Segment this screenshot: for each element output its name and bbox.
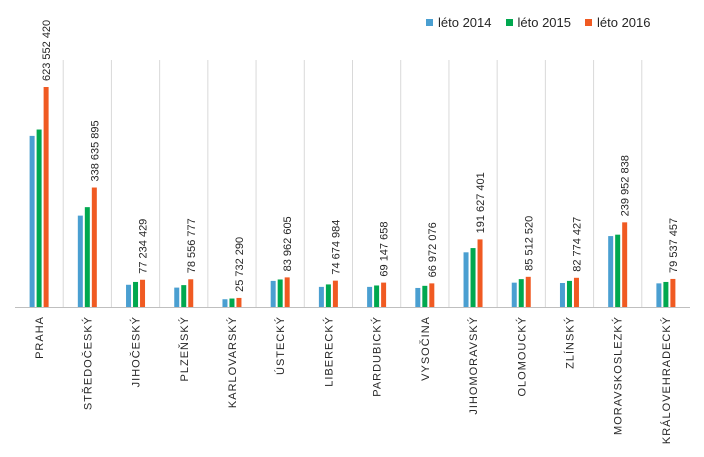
legend-item-2014: léto 2014 bbox=[426, 15, 492, 30]
bar-léto-2014-11 bbox=[559, 283, 565, 307]
bar-léto-2014-5 bbox=[270, 280, 276, 307]
bar-léto-2016-3 bbox=[188, 279, 194, 307]
legend-swatch-2015 bbox=[505, 19, 513, 26]
category-label: PARDUBICKÝ bbox=[371, 316, 384, 397]
category-dividers bbox=[62, 60, 643, 307]
data-label: 338 635 895 bbox=[89, 120, 101, 181]
bar-léto-2015-13 bbox=[663, 281, 669, 307]
legend-label-2016: léto 2016 bbox=[597, 15, 651, 30]
bar-léto-2014-6 bbox=[318, 286, 324, 307]
category-label: PRAHA bbox=[34, 316, 46, 359]
category-label: MORAVSKOSLEZKÝ bbox=[612, 316, 625, 435]
bar-léto-2014-2 bbox=[126, 284, 132, 307]
bar-léto-2016-5 bbox=[284, 277, 290, 307]
category-labels-group: PRAHA STŘEDOČESKÝ JIHOČESKÝ PLZEŇSKÝ KARLOVA… bbox=[34, 316, 673, 444]
bar-léto-2015-2 bbox=[133, 281, 139, 307]
bar-léto-2014-1 bbox=[77, 215, 83, 307]
data-label: 83 962 605 bbox=[282, 216, 294, 271]
category-label: VYSOČINA bbox=[419, 316, 432, 381]
bar-léto-2016-0 bbox=[43, 87, 49, 307]
bar-léto-2016-10 bbox=[525, 276, 531, 307]
bar-léto-2015-1 bbox=[84, 207, 90, 307]
data-label: 82 774 427 bbox=[571, 217, 583, 272]
data-label: 66 972 076 bbox=[427, 222, 439, 277]
category-label: PLZEŇSKÝ bbox=[178, 316, 191, 381]
bar-léto-2015-12 bbox=[615, 234, 621, 307]
category-label: OLOMOUCKÝ bbox=[515, 316, 528, 397]
legend-swatch-2014 bbox=[426, 19, 433, 26]
data-label: 239 952 838 bbox=[620, 155, 632, 216]
category-label: ÚSTECKÝ bbox=[274, 316, 287, 375]
bar-léto-2015-7 bbox=[374, 285, 380, 307]
data-label: 78 556 777 bbox=[186, 218, 198, 273]
legend-item-2015: léto 2015 bbox=[505, 15, 572, 30]
bar-léto-2015-8 bbox=[422, 285, 428, 307]
legend-label-2014: léto 2014 bbox=[438, 15, 492, 30]
bar-léto-2015-5 bbox=[277, 279, 283, 307]
bar-léto-2015-11 bbox=[566, 280, 572, 307]
bar-léto-2016-8 bbox=[429, 283, 435, 307]
legend: léto 2014 léto 2015 léto 2016 bbox=[426, 15, 651, 30]
bar-léto-2015-9 bbox=[470, 248, 476, 307]
bar-léto-2016-4 bbox=[236, 297, 242, 307]
data-label: 74 674 984 bbox=[330, 220, 342, 275]
bar-léto-2016-6 bbox=[332, 280, 338, 307]
bar-léto-2014-8 bbox=[415, 287, 421, 307]
bar-léto-2016-12 bbox=[622, 222, 628, 307]
legend-label-2015: léto 2015 bbox=[517, 15, 572, 30]
category-label: LIBERECKÝ bbox=[322, 316, 335, 387]
bar-léto-2015-10 bbox=[518, 279, 524, 307]
bar-léto-2014-9 bbox=[463, 252, 469, 307]
category-label: KRÁLOVEHRADECKÝ bbox=[660, 316, 673, 444]
bar-léto-2016-7 bbox=[381, 282, 387, 307]
data-label: 25 732 290 bbox=[234, 237, 246, 292]
bar-léto-2015-6 bbox=[325, 284, 331, 307]
category-label: KARLOVARSKÝ bbox=[226, 316, 239, 408]
bar-léto-2014-13 bbox=[656, 283, 662, 307]
category-label: STŘEDOČESKÝ bbox=[81, 316, 94, 410]
data-labels-group: 623 552 420 338 635 895 77 234 429 78 556 7… bbox=[41, 20, 680, 292]
data-label: 77 234 429 bbox=[138, 219, 150, 274]
bar-léto-2016-2 bbox=[140, 279, 146, 307]
bar-léto-2014-12 bbox=[608, 236, 614, 307]
data-label: 85 512 520 bbox=[523, 216, 535, 271]
bar-léto-2015-4 bbox=[229, 298, 235, 307]
data-label: 191 627 401 bbox=[475, 172, 487, 233]
data-label: 79 537 457 bbox=[668, 218, 680, 273]
bar-léto-2015-3 bbox=[181, 285, 187, 307]
data-label: 69 147 658 bbox=[379, 222, 391, 277]
category-label: ZLÍNSKÝ bbox=[563, 316, 576, 369]
bar-léto-2015-0 bbox=[36, 129, 42, 307]
legend-item-2016: léto 2016 bbox=[585, 15, 651, 30]
legend-swatch-2016 bbox=[585, 19, 592, 26]
bar-léto-2014-10 bbox=[511, 282, 517, 307]
bar-léto-2016-9 bbox=[477, 239, 483, 307]
bar-léto-2014-0 bbox=[29, 135, 35, 307]
bar-léto-2014-7 bbox=[367, 286, 373, 307]
bar-léto-2016-13 bbox=[670, 278, 676, 307]
category-label: JIHOČESKÝ bbox=[130, 316, 143, 387]
bar-léto-2014-3 bbox=[174, 287, 180, 307]
bar-léto-2016-1 bbox=[91, 187, 97, 307]
bar-léto-2014-4 bbox=[222, 299, 228, 307]
category-label: JIHOMORAVSKÝ bbox=[467, 316, 480, 415]
data-label: 623 552 420 bbox=[41, 20, 53, 81]
bar-léto-2016-11 bbox=[573, 277, 579, 307]
bars-group bbox=[29, 87, 676, 307]
